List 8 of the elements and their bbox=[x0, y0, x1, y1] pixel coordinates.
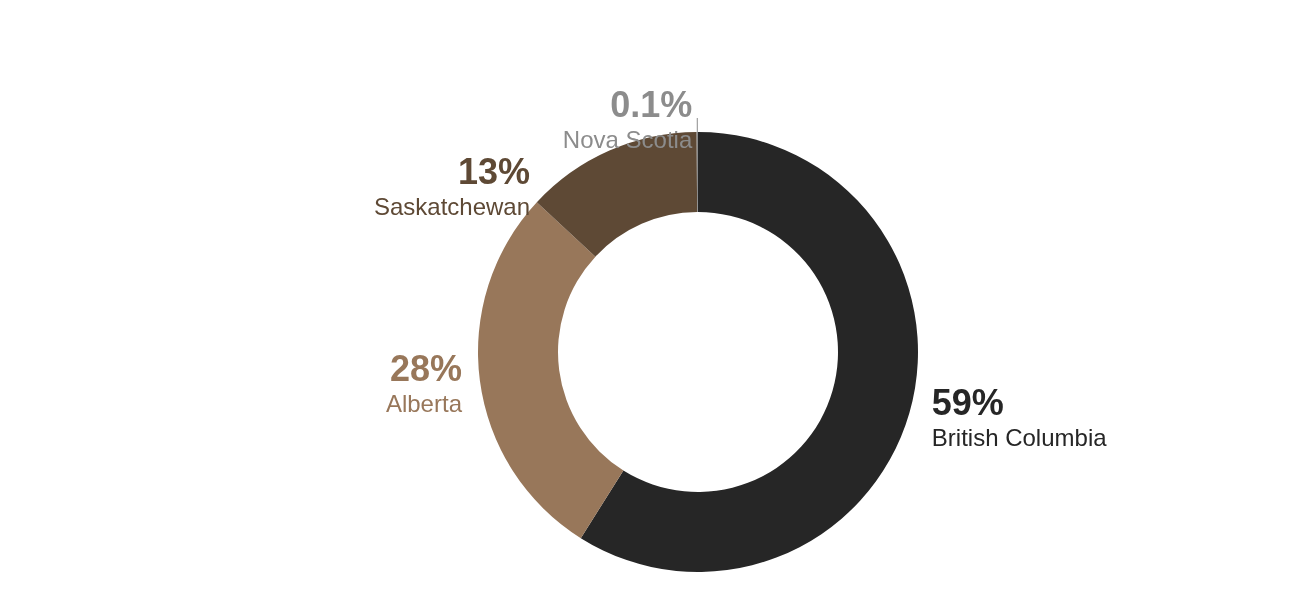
data-label: 59% bbox=[931, 382, 1004, 424]
slice-label: Alberta bbox=[385, 389, 463, 417]
data-label: 28% bbox=[389, 347, 462, 389]
slice-label: Saskatchewan bbox=[373, 192, 531, 220]
data-label: 13% bbox=[457, 150, 531, 192]
data-label: 0.1% bbox=[610, 83, 693, 125]
slice-label: British Columbia bbox=[931, 424, 1108, 452]
slice-label: Nova Scotia bbox=[562, 125, 693, 153]
